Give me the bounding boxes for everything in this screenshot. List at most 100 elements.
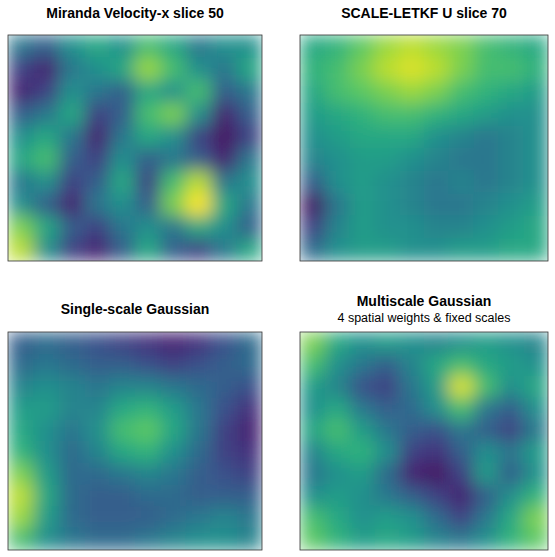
heatmap-cell <box>449 103 474 126</box>
heatmap-cell <box>449 125 474 148</box>
heatmap-cell <box>300 332 325 354</box>
heatmap-cell <box>59 397 85 419</box>
heatmap-cell <box>59 216 85 239</box>
heatmap-cell <box>498 58 523 81</box>
heatmap-cell <box>325 419 350 441</box>
heatmap-cell <box>186 171 212 194</box>
heatmap-cell <box>33 58 59 81</box>
heatmap-cell <box>474 376 499 398</box>
heatmap-cell <box>325 441 350 463</box>
heatmap-cell <box>211 354 237 376</box>
heatmap-cell <box>374 376 399 398</box>
heatmap-cell <box>374 58 399 81</box>
heatmap-cell <box>211 193 237 216</box>
heatmap-cell <box>59 332 85 354</box>
heatmap-cell <box>33 193 59 216</box>
heatmap-cell <box>237 463 262 485</box>
heatmap-cell <box>8 485 34 507</box>
heatmap-cell <box>110 463 136 485</box>
heatmap-cell <box>399 171 424 194</box>
heatmap-cell <box>424 485 449 507</box>
heatmap-cell <box>424 441 449 463</box>
panel-frame <box>8 332 262 550</box>
heatmap-cell <box>498 171 523 194</box>
heatmap-cell <box>110 376 136 398</box>
heatmap-cell <box>237 35 262 58</box>
heatmap-cell <box>374 35 399 58</box>
heatmap-cell <box>211 419 237 441</box>
heatmap-cell <box>350 58 375 81</box>
heatmap-cell <box>474 125 499 148</box>
heatmap-cell <box>449 216 474 239</box>
heatmap-cell <box>325 528 350 550</box>
heatmap-cell <box>350 148 375 171</box>
heatmap-cell <box>135 148 161 171</box>
heatmap-cell <box>211 148 237 171</box>
heatmap-cell <box>160 238 186 261</box>
heatmap-cell <box>474 193 499 216</box>
heatmap-cell <box>449 80 474 103</box>
heatmap-cell <box>110 485 136 507</box>
heatmap-cell <box>8 80 34 103</box>
heatmap-cell <box>237 528 262 550</box>
heatmap-cell <box>59 238 85 261</box>
heatmap-cell <box>135 463 161 485</box>
heatmap-cell <box>211 125 237 148</box>
heatmap-cell <box>59 148 85 171</box>
heatmap-cell <box>8 35 34 58</box>
heatmap-cell <box>374 485 399 507</box>
heatmap-cell <box>350 238 375 261</box>
heatmap-cell <box>33 171 59 194</box>
heatmap-cell <box>523 80 548 103</box>
heatmap-cell <box>474 58 499 81</box>
heatmap-cell <box>374 441 399 463</box>
heatmap-cell <box>399 485 424 507</box>
heatmap-cell <box>211 80 237 103</box>
heatmap-cell <box>474 171 499 194</box>
heatmap-cell <box>84 397 110 419</box>
heatmap-cell <box>449 35 474 58</box>
heatmap-cell <box>8 397 34 419</box>
heatmap-cell <box>33 506 59 528</box>
heatmap-cell <box>474 419 499 441</box>
heatmap-cell <box>399 441 424 463</box>
heatmap-cell <box>350 441 375 463</box>
heatmap-cell <box>186 125 212 148</box>
heatmap-cell <box>325 80 350 103</box>
heatmap-cell <box>498 419 523 441</box>
panel-title: Multiscale Gaussian <box>357 293 492 309</box>
heatmap-cell <box>8 193 34 216</box>
heatmap-cell <box>33 238 59 261</box>
heatmap-cell <box>237 506 262 528</box>
heatmap-cell <box>110 58 136 81</box>
heatmap-cell <box>211 216 237 239</box>
heatmap-cell <box>186 80 212 103</box>
heatmap-cell <box>498 193 523 216</box>
heatmap-cell <box>523 463 548 485</box>
heatmap-cell <box>300 354 325 376</box>
heatmap-cell <box>523 485 548 507</box>
heatmap-cell <box>59 171 85 194</box>
heatmap-cell <box>160 80 186 103</box>
panel-frame <box>300 332 548 550</box>
heatmap-cell <box>84 171 110 194</box>
heatmap-cell <box>374 463 399 485</box>
heatmap-cell <box>160 441 186 463</box>
heatmap-cell <box>300 58 325 81</box>
heatmap-cell <box>186 193 212 216</box>
heatmap-cell <box>300 35 325 58</box>
heatmap-cell <box>84 441 110 463</box>
heatmap-cell <box>110 354 136 376</box>
heatmap-cell <box>498 528 523 550</box>
heatmap-cell <box>8 125 34 148</box>
heatmap-cell <box>449 485 474 507</box>
heatmap-cell <box>350 376 375 398</box>
heatmap-cell <box>350 463 375 485</box>
heatmap-cell <box>424 528 449 550</box>
heatmap-cell <box>59 354 85 376</box>
heatmap-cell <box>523 376 548 398</box>
heatmap-cell <box>8 238 34 261</box>
heatmap-cell <box>211 506 237 528</box>
heatmap-cell <box>424 35 449 58</box>
heatmap-cell <box>449 171 474 194</box>
